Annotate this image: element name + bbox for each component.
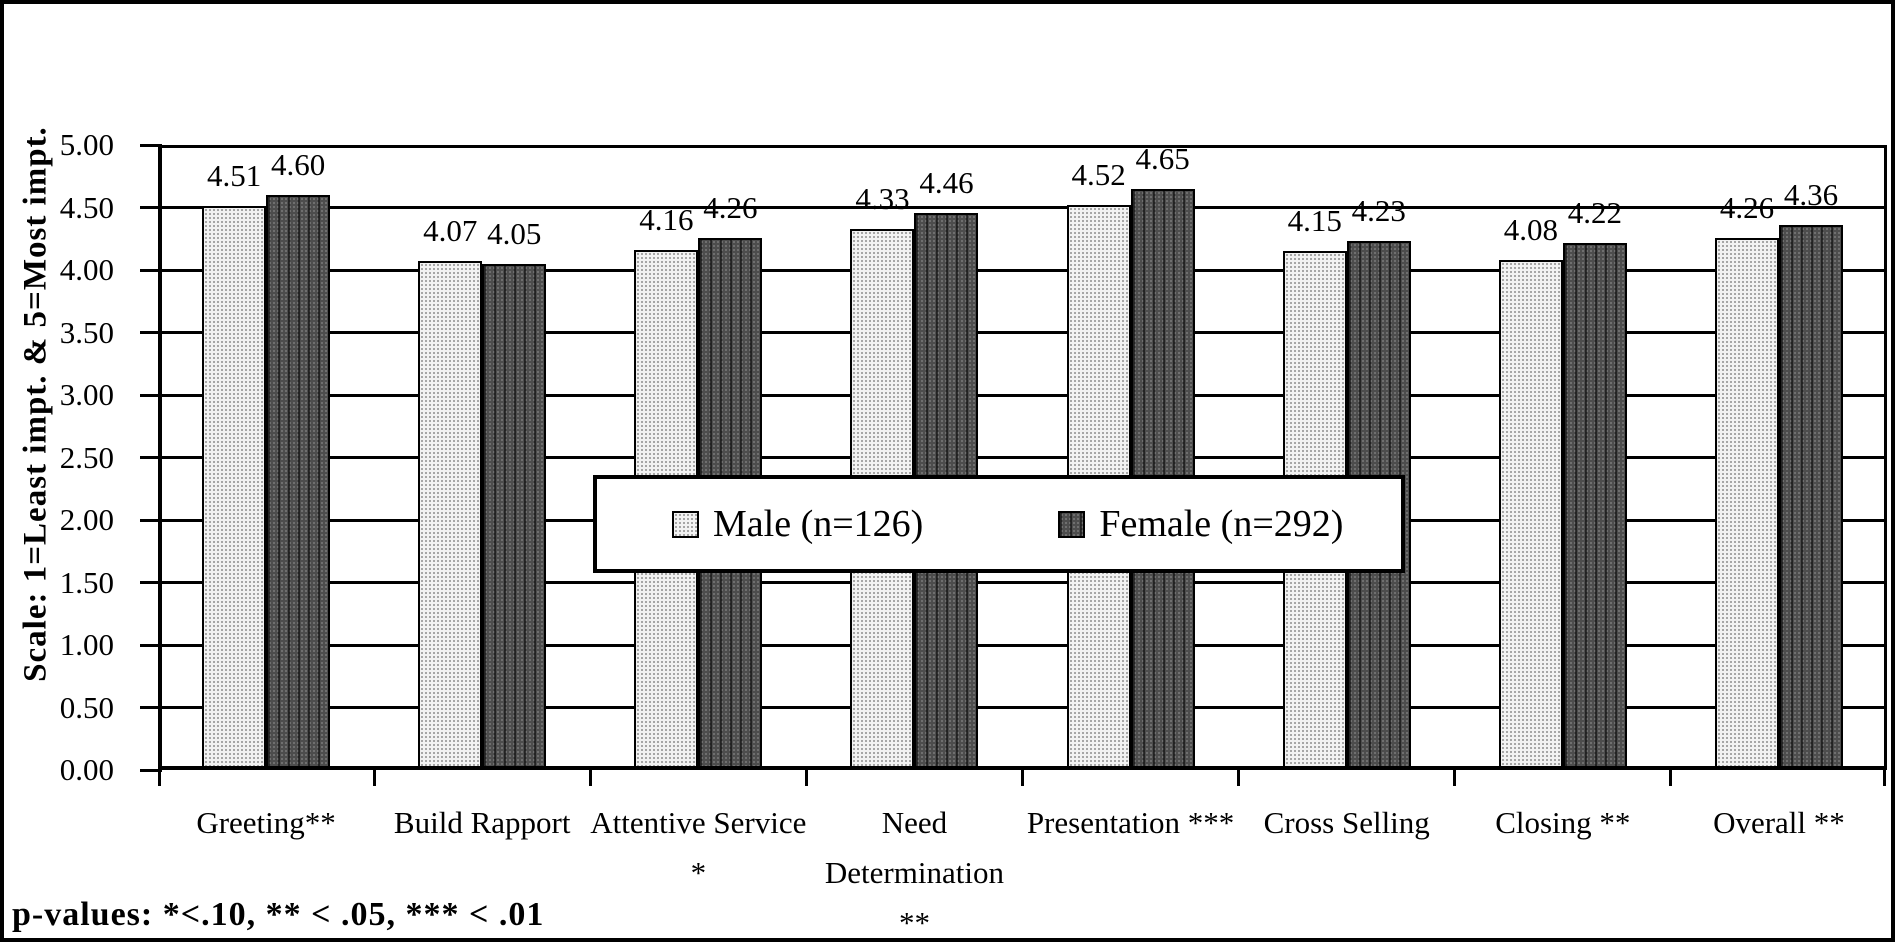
y-axis-tick (140, 206, 162, 209)
y-tick-label: 1.50 (59, 564, 114, 600)
x-axis-tick (372, 770, 376, 786)
y-axis-tick-labels: 5.00 4.50 4.00 3.50 3.00 2.50 2.00 1.50 1.00 0.50… (8, 127, 130, 787)
y-tick-label: 4.50 (59, 189, 114, 225)
category-label: Presentation *** (1026, 805, 1235, 840)
plot-area: 4.51 4.60 4.07 4.05 4.16 4.26 4.33 4.46 4.52 4.65… (140, 141, 1887, 786)
bar-value-label: 4.05 (487, 215, 542, 251)
y-tick-label: 3.50 (59, 314, 114, 350)
category-label: Closing ** (1495, 805, 1631, 840)
bar-value-label: 4.26 (703, 189, 758, 225)
legend-entry-female: Female (n=292) (1058, 502, 1343, 546)
y-axis-tick (140, 268, 162, 272)
gridline (158, 206, 1887, 209)
y-tick-label: 1.00 (59, 627, 114, 662)
bar-value-label: 4.60 (270, 147, 326, 182)
y-axis-tick (140, 581, 162, 584)
y-tick-label: 0.00 (59, 752, 114, 787)
bar-value-label: 4.33 (855, 180, 910, 216)
y-axis-tick (140, 456, 162, 459)
x-axis-tick (1021, 770, 1024, 786)
category-label: Overall ** (1713, 805, 1845, 840)
y-tick-label: 0.50 (59, 689, 114, 725)
female-swatch-icon (1058, 510, 1086, 538)
y-axis-tick (140, 643, 162, 647)
pvalues-footnote: p-values: *<.10, ** < .05, *** < .01 (12, 896, 545, 933)
y-tick-label: 5.00 (59, 127, 114, 162)
x-axis-tick (804, 770, 808, 786)
plot-right-frame (1884, 145, 1887, 770)
bar-value-label: 4.22 (1567, 194, 1622, 230)
bar-value-label: 4.23 (1351, 193, 1406, 229)
x-axis-category-labels: Greeting** Build Rapport Attentive Service… (158, 798, 1887, 940)
bar-value-label: 4.07 (423, 213, 478, 249)
bar-value-label: 4.52 (1071, 157, 1126, 192)
bar-female (1778, 225, 1843, 770)
x-axis-tick (1237, 770, 1241, 786)
gridline (158, 456, 1887, 459)
male-swatch-icon (672, 510, 699, 538)
gridline (158, 581, 1887, 584)
bar-value-label: 4.36 (1783, 177, 1839, 212)
gridline (158, 331, 1887, 334)
bar-male (202, 206, 267, 770)
bar-female (266, 195, 331, 770)
bar-value-label: 4.16 (639, 202, 694, 237)
y-axis-tick (140, 768, 162, 772)
y-axis-tick (140, 393, 162, 397)
bar-male (1498, 260, 1563, 770)
legend-entry-male: Male (n=126) (672, 502, 923, 546)
y-axis-tick (140, 706, 162, 709)
y-axis-tick (140, 331, 162, 334)
x-axis-line (158, 766, 1887, 770)
bar-female (482, 263, 547, 770)
bar-value-label: 4.15 (1287, 203, 1342, 239)
gridline (158, 643, 1887, 647)
gridline (158, 393, 1887, 397)
category-label: Need Determination ** (824, 805, 1004, 940)
category-label: Attentive Service * (590, 805, 807, 890)
bar-female (1562, 242, 1627, 770)
gridline (158, 706, 1887, 709)
bar-value-label: 4.08 (1503, 212, 1558, 247)
bar-male (1714, 237, 1779, 770)
gridline (158, 268, 1887, 272)
y-axis-tick (140, 518, 162, 522)
y-tick-label: 2.50 (59, 439, 114, 475)
y-tick-label: 2.00 (59, 502, 114, 537)
bar-value-label: 4.51 (206, 158, 262, 194)
x-axis-tick (1669, 770, 1673, 786)
x-axis-tick (588, 770, 592, 786)
y-tick-label: 3.00 (59, 377, 114, 412)
bar-male (418, 261, 483, 770)
category-label: Cross Selling (1263, 805, 1430, 840)
x-axis-tick (158, 770, 161, 786)
y-axis-tick (140, 143, 162, 147)
plot-top-frame (158, 145, 1887, 148)
x-axis-tick (1453, 770, 1457, 786)
legend: Male (n=126) Female (n=292) (593, 475, 1405, 573)
x-axis-tick (1882, 770, 1886, 786)
category-label: Build Rapport (393, 805, 571, 840)
category-label: Greeting** (196, 805, 336, 840)
bar-value-label: 4.46 (919, 164, 974, 200)
legend-male-label: Male (n=126) (713, 503, 924, 545)
y-tick-label: 4.00 (59, 252, 114, 287)
bar-value-label: 4.65 (1135, 140, 1190, 176)
bar-value-label: 4.26 (1719, 189, 1775, 225)
legend-female-label: Female (n=292) (1099, 503, 1344, 545)
